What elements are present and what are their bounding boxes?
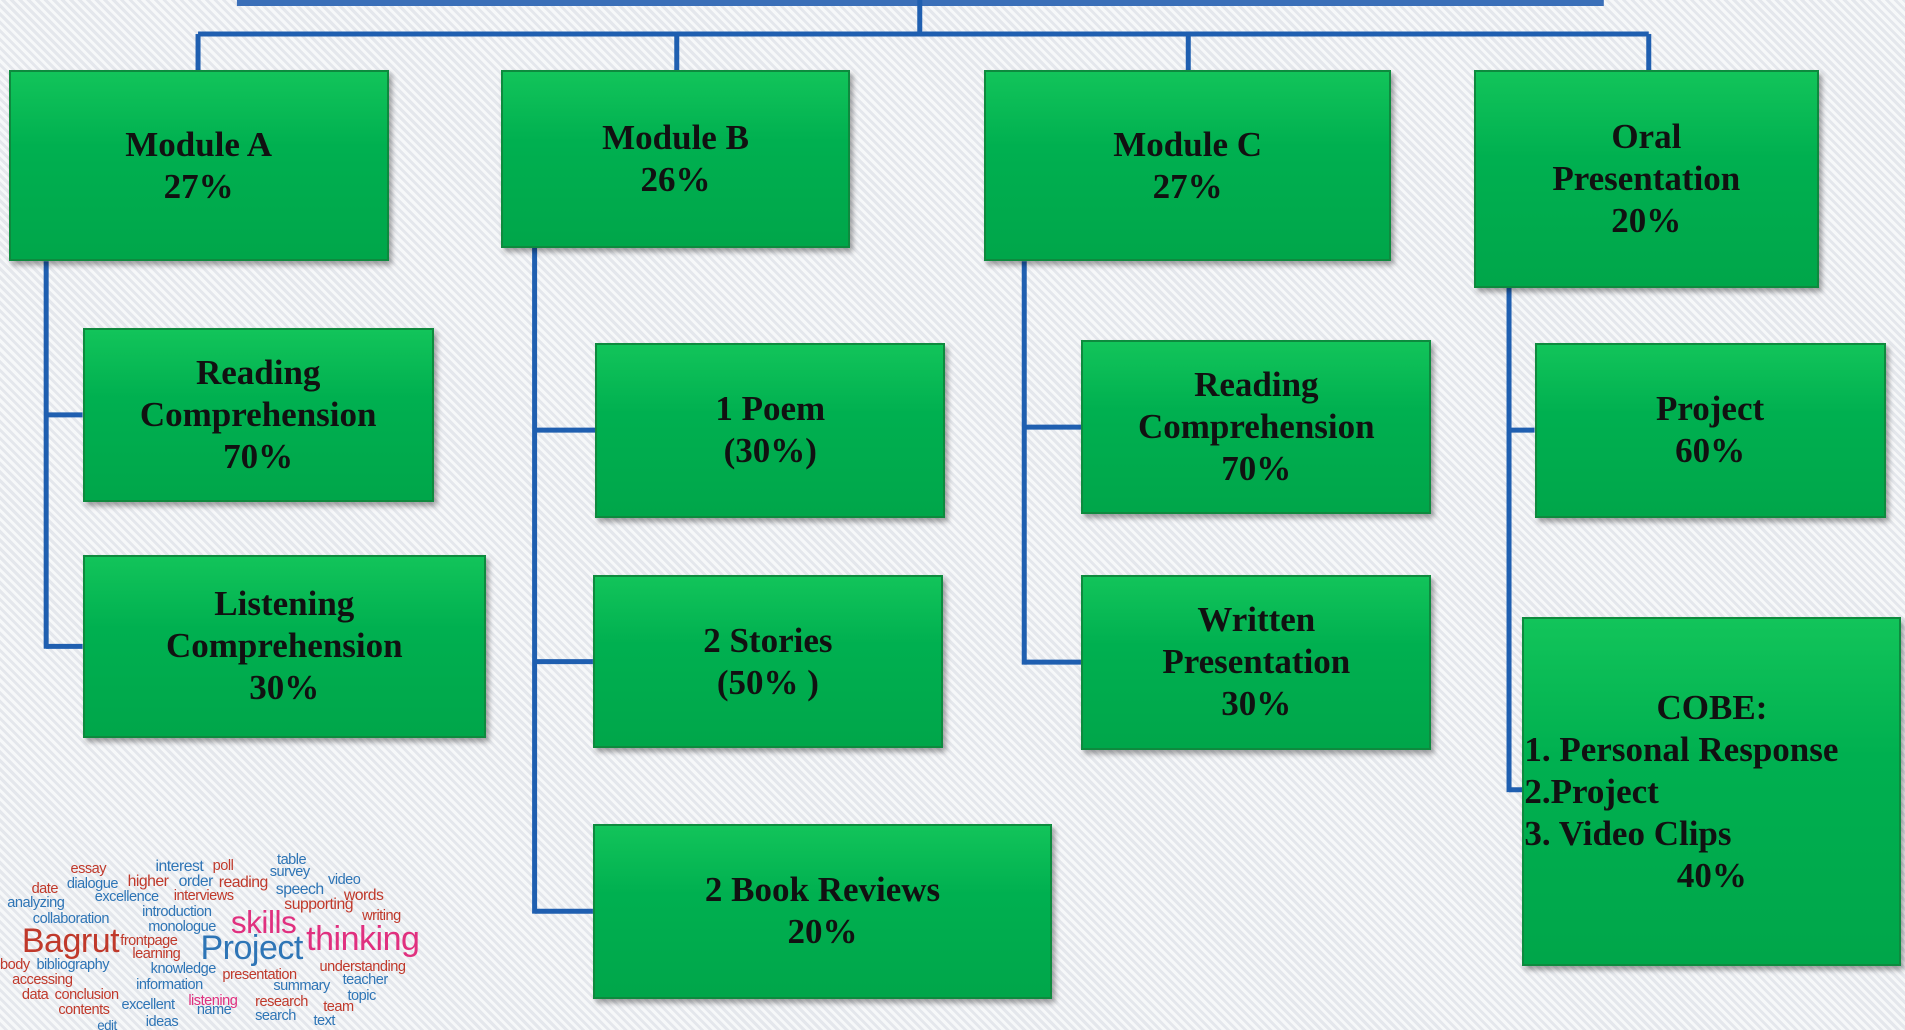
cloud-word: thinking <box>306 922 419 956</box>
cloud-word: summary <box>273 979 329 994</box>
box-line: (50% ) <box>717 662 819 704</box>
cloud-word: interviews <box>174 889 234 904</box>
cloud-word: data <box>22 988 48 1003</box>
sub-box: 2 Stories(50% ) <box>593 575 943 749</box>
cloud-word: poll <box>213 859 234 874</box>
cloud-word: body <box>0 958 30 973</box>
cloud-word: team <box>323 1000 353 1015</box>
box-line: 30% <box>1221 683 1291 725</box>
box-item: 2.Project <box>1524 771 1658 813</box>
cloud-word: text <box>313 1014 335 1029</box>
page: Module A27%ReadingComprehension70%Listen… <box>0 0 1905 1030</box>
cloud-word: conclusion <box>55 988 119 1003</box>
box-line: Module C <box>1113 124 1262 166</box>
sub-box: 1 Poem(30%) <box>595 343 945 518</box>
box-line: Oral <box>1611 116 1681 158</box>
box-line: Module B <box>602 117 749 159</box>
cloud-word: knowledge <box>151 962 216 977</box>
cloud-word: research <box>255 995 308 1010</box>
cloud-word: excellence <box>95 890 159 905</box>
cloud-word: analyzing <box>7 896 64 911</box>
box-line: Presentation <box>1552 158 1740 200</box>
box-line: Comprehension <box>166 625 403 667</box>
cloud-word: search <box>255 1009 296 1024</box>
cloud-word: Project <box>200 931 302 965</box>
cloud-word: name <box>197 1003 231 1018</box>
box-line: Comprehension <box>140 394 377 436</box>
cloud-word: essay <box>70 862 106 877</box>
box-line: Comprehension <box>1138 406 1375 448</box>
box-line: Written <box>1197 599 1315 641</box>
box-line: 27% <box>1153 166 1223 208</box>
cloud-word: edit <box>97 1019 117 1030</box>
box-line: 30% <box>249 667 319 709</box>
box-item: 3. Video Clips <box>1524 813 1731 855</box>
cloud-word: survey <box>270 865 310 880</box>
box-line: 20% <box>1611 200 1681 242</box>
cloud-word: learning <box>132 947 180 962</box>
cloud-word: teacher <box>343 973 388 988</box>
box-line: Project <box>1656 388 1764 430</box>
cloud-word: ideas <box>146 1015 178 1030</box>
cloud-word: introduction <box>142 905 211 920</box>
box-weight: 40% <box>1677 855 1747 897</box>
box-line: 27% <box>164 166 234 208</box>
cloud-word: Bagrut <box>22 924 119 958</box>
box-line: Reading <box>196 352 320 394</box>
cloud-word: accessing <box>12 973 72 988</box>
cloud-word: excellent <box>122 998 175 1013</box>
cloud-word: information <box>136 978 203 993</box>
cloud-word: video <box>328 873 360 888</box>
box-line: 20% <box>788 911 858 953</box>
box-line: 26% <box>641 159 711 201</box>
box-line: Reading <box>1194 364 1318 406</box>
box-line: Presentation <box>1162 641 1350 683</box>
box-line: 2 Stories <box>703 620 832 662</box>
box-line: (30%) <box>724 430 817 472</box>
box-line: 70% <box>223 436 293 478</box>
box-line: Listening <box>214 583 354 625</box>
box-title: COBE: <box>1657 687 1768 729</box>
cloud-word: bibliography <box>36 958 109 973</box>
box-line: 1 Poem <box>715 388 825 430</box>
box-line: 2 Book Reviews <box>705 869 940 911</box>
cloud-word: higher <box>128 874 169 890</box>
box-line: 70% <box>1221 448 1291 490</box>
box-item: 1. Personal Response <box>1524 729 1838 771</box>
box-line: Module A <box>125 124 272 166</box>
cloud-word: date <box>32 882 58 897</box>
box-line: 60% <box>1675 430 1745 472</box>
cloud-word: contents <box>58 1003 109 1018</box>
